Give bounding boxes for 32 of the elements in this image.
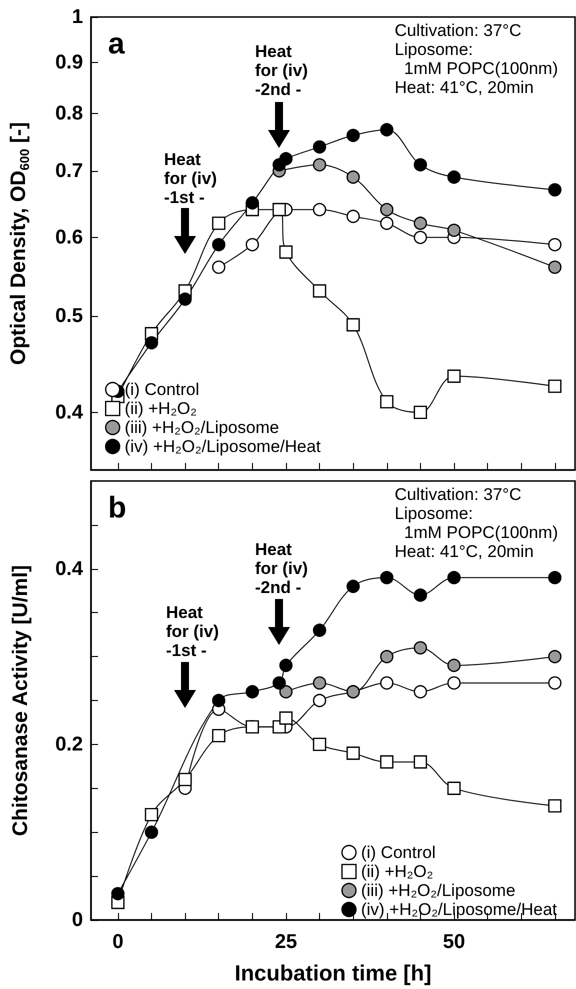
legend-label: (i) Control (124, 380, 200, 399)
x-tick-label: 50 (442, 931, 466, 953)
y-tick-label: 0.4 (55, 558, 84, 580)
y-tick-label: 0.2 (55, 733, 83, 756)
y-axis-title: Chitosanase Activity [U/ml] (9, 564, 32, 836)
y-tick-label: 0.9 (55, 51, 83, 74)
annotation: Cultivation: 37°C Liposome: 1mM POPC(100nm) Heat: 41°C, 20min (394, 21, 558, 97)
legend-label: (ii) +H₂O₂ (124, 399, 197, 418)
annotation: b (108, 492, 126, 524)
y-tick-label: 0.7 (55, 160, 83, 182)
y-axis-title: Optical Density, OD600 [-] (7, 122, 32, 365)
legend-label: (iv) +H₂O₂/Liposome/Heat (360, 900, 558, 919)
x-tick-label: 0 (112, 931, 124, 953)
annotation: Heat for (iv) -2nd - (255, 42, 308, 99)
legend-label: (iii) +H₂O₂/Liposome (124, 418, 280, 437)
y-tick-label: 1 (72, 6, 83, 28)
y-tick-label: 0.8 (55, 102, 83, 124)
annotation: Heat for (iv) -2nd - (255, 540, 308, 597)
y-tick-label: 0.5 (55, 305, 83, 328)
annotation: Heat for (iv) -1st - (164, 150, 217, 207)
x-tick-label: 25 (274, 931, 298, 953)
y-tick-label: 0.4 (55, 401, 84, 424)
annotation: Heat for (iv) -1st - (166, 603, 219, 660)
y-tick-label: 0.6 (55, 226, 83, 248)
legend-label: (i) Control (360, 843, 436, 862)
legend-label: (iii) +H₂O₂/Liposome (360, 881, 516, 900)
y-tick-label: 0 (72, 909, 83, 931)
annotation: Cultivation: 37°C Liposome: 1mM POPC(100nm) Heat: 41°C, 20min (394, 485, 558, 561)
x-axis-title: Incubation time [h] (234, 960, 432, 986)
annotation: a (108, 28, 125, 60)
legend-label: (ii) +H₂O₂ (360, 862, 434, 881)
legend-label: (iv) +H₂O₂/Liposome/Heat (124, 437, 321, 456)
